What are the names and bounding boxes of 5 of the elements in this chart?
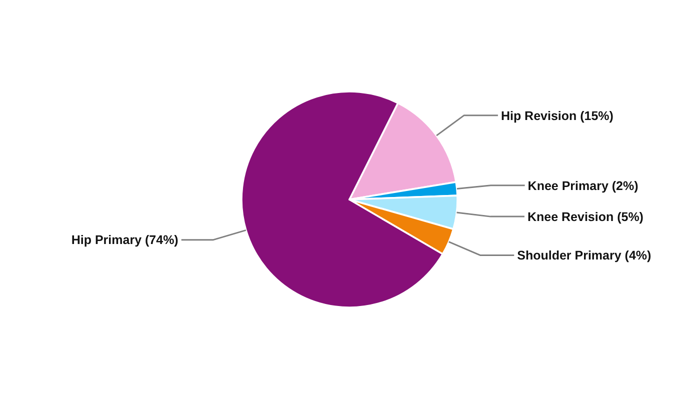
slice-label: Hip Revision (15%) (500, 108, 614, 123)
slice-label: Knee Primary (2%) (528, 178, 638, 193)
slice-label: Knee Revision (5%) (527, 210, 644, 224)
slice-label: Shoulder Primary (4%) (517, 248, 652, 263)
slice-label: Hip Primary (74%) (71, 233, 178, 248)
